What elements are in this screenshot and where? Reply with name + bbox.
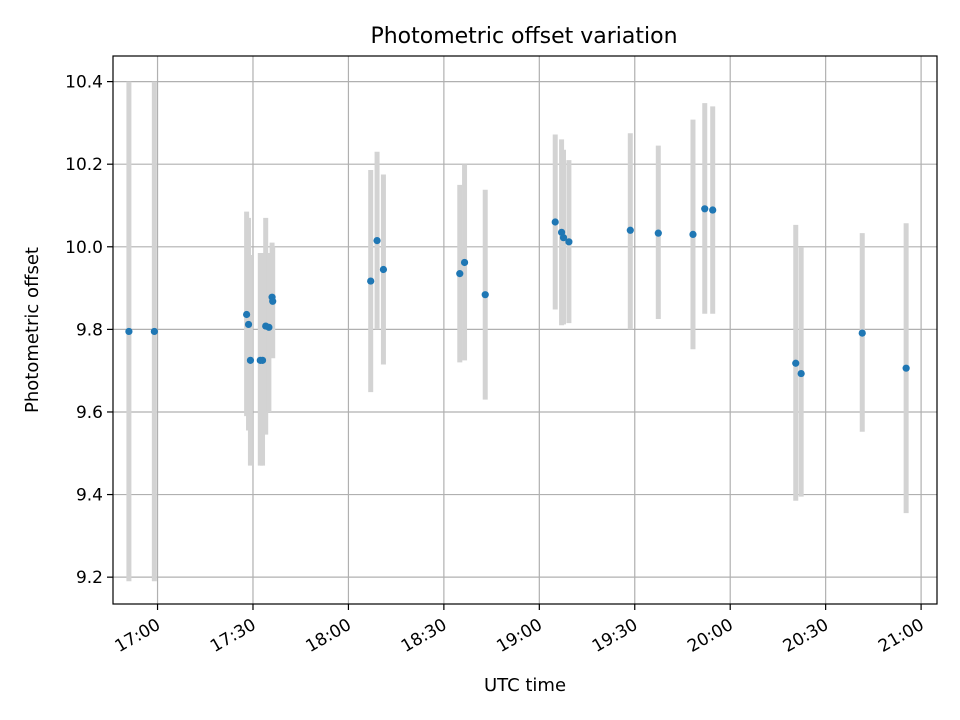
data-point [269,297,277,305]
x-axis-label: UTC time [484,675,566,696]
x-tick-label: 17:30 [207,615,259,657]
y-tick-label: 9.4 [76,486,103,506]
data-point [792,359,800,367]
data-point [701,205,709,213]
x-tick-label: 20:30 [780,615,832,657]
data-point [626,226,634,234]
y-tick-label: 10.0 [65,238,103,258]
x-tick-label: 21:00 [875,615,927,657]
plot-area-frame [112,55,938,605]
x-tick-label: 19:30 [589,615,641,657]
data-point [551,218,559,226]
x-tick-label: 19:00 [493,615,545,657]
y-axis-label: Photometric offset [22,247,43,413]
data-point [460,258,469,267]
data-point [456,270,464,278]
x-tick-label: 17:00 [112,615,164,657]
data-point [150,327,158,336]
grid-lines [113,56,937,604]
y-tick-label: 10.2 [65,155,103,175]
data-point [902,364,910,372]
data-point [858,329,866,337]
data-point [481,291,489,299]
x-tick-label: 18:00 [302,615,354,657]
data-point [709,206,717,214]
data-point [246,356,255,364]
data-point [379,265,388,274]
data-point [243,310,251,319]
data-point [367,277,375,285]
x-axis-ticks: 17:00 17:30 18:00 18:30 19:00 19:30 20:00 20:30… [112,604,928,657]
error-bars [126,81,909,582]
data-point [244,320,253,329]
y-tick-label: 10.4 [65,73,103,93]
data-point [258,356,267,364]
data-point [797,369,805,378]
y-tick-label: 9.6 [76,403,103,423]
y-tick-label: 9.2 [76,568,103,588]
data-point [373,236,381,245]
data-point [125,327,133,336]
x-tick-label: 20:00 [684,615,736,657]
x-tick-label: 18:30 [398,615,450,657]
data-points [125,205,910,378]
data-point [689,230,697,238]
data-point [559,234,568,242]
data-point [265,323,273,331]
y-axis-ticks: 9.2 9.4 9.6 9.8 10.0 10.2 10.4 [65,73,113,588]
data-point [654,229,662,237]
chart-title: Photometric offset variation [370,24,677,49]
data-point [565,238,573,246]
y-tick-label: 9.8 [76,320,103,340]
